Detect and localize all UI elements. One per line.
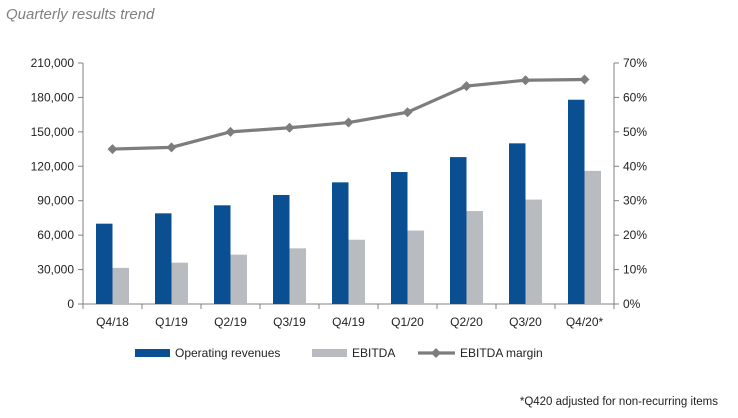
revenue-bar	[332, 182, 349, 304]
right-tick-label: 40%	[623, 159, 647, 173]
revenue-bar	[96, 223, 113, 304]
legend-label-margin: EBITDA margin	[460, 346, 543, 360]
margin-point	[579, 74, 590, 85]
ebitda-bar	[348, 239, 365, 304]
x-tick-label: Q2/19	[214, 315, 247, 329]
ebitda-bar	[289, 248, 306, 304]
footnote: *Q420 adjusted for non-recurring items	[519, 396, 718, 408]
legend: Operating revenues EBITDA EBITDA margin	[135, 346, 543, 360]
revenue-bar	[391, 172, 408, 304]
bars	[96, 99, 601, 304]
left-tick-label: 150,000	[31, 125, 75, 139]
revenue-bar	[214, 205, 231, 304]
x-tick-label: Q4/18	[96, 315, 129, 329]
left-tick-label: 30,000	[37, 263, 74, 277]
revenue-bar	[509, 143, 526, 304]
margin-point	[461, 81, 472, 92]
ebitda-bar	[466, 211, 483, 304]
margin-point	[107, 144, 118, 155]
legend-label-revenues: Operating revenues	[175, 346, 280, 360]
margin-point	[284, 122, 295, 133]
revenue-bar	[568, 99, 585, 304]
left-tick-label: 180,000	[31, 90, 75, 104]
margin-line-path	[112, 77, 585, 151]
revenue-bar	[450, 157, 467, 304]
left-tick-label: 90,000	[37, 194, 74, 208]
legend-swatch-revenues	[135, 349, 170, 357]
right-tick-label: 50%	[623, 125, 647, 139]
left-tick-label: 0	[67, 297, 74, 311]
axes: 0 30,000 60,000 90,000 120,000 150,000 180,000…	[31, 56, 648, 329]
revenue-bar	[273, 194, 290, 304]
right-tick-label: 70%	[623, 56, 647, 70]
left-tick-label: 120,000	[31, 159, 75, 173]
x-tick-label: Q3/20	[509, 315, 542, 329]
ebitda-bar	[230, 254, 247, 304]
legend-swatch-ebitda	[312, 349, 347, 357]
right-tick-label: 0%	[623, 297, 641, 311]
margin-point	[520, 75, 531, 86]
right-tick-label: 10%	[623, 263, 647, 277]
margin-point	[343, 117, 354, 128]
chart-title: Quarterly results trend	[6, 6, 155, 23]
left-tick-label: 60,000	[37, 228, 74, 242]
margin-line	[107, 74, 590, 155]
ebitda-bar	[407, 230, 424, 304]
right-tick-label: 20%	[623, 228, 647, 242]
x-tick-label: Q3/19	[273, 315, 306, 329]
x-tick-label: Q1/20	[391, 315, 424, 329]
ebitda-bar	[525, 199, 542, 304]
legend-swatch-margin-marker	[431, 348, 441, 358]
legend-label-ebitda: EBITDA	[352, 346, 395, 360]
margin-point	[402, 107, 413, 118]
revenue-bar	[155, 213, 172, 304]
x-tick-label: Q2/20	[450, 315, 483, 329]
right-tick-label: 60%	[623, 90, 647, 104]
ebitda-bar	[171, 262, 188, 304]
x-tick-label: Q1/19	[155, 315, 188, 329]
left-tick-label: 210,000	[31, 56, 75, 70]
x-tick-label: Q4/20*	[566, 315, 604, 329]
right-tick-label: 30%	[623, 194, 647, 208]
margin-point	[166, 142, 177, 153]
x-tick-label: Q4/19	[332, 315, 365, 329]
margin-point	[225, 126, 236, 137]
ebitda-bar	[112, 267, 129, 304]
ebitda-bar	[584, 170, 601, 304]
